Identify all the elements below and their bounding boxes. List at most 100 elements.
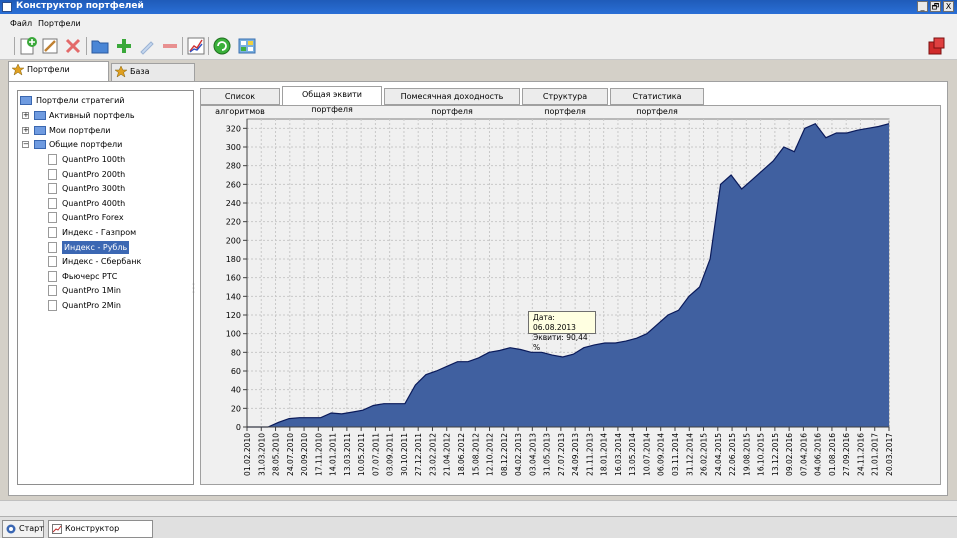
tree-group-label: Мои портфели	[49, 126, 111, 135]
x-tick-label: 04.06.2016	[814, 433, 823, 476]
document-icon	[48, 256, 57, 268]
x-tick-label: 19.08.2015	[742, 433, 751, 476]
equity-area	[247, 123, 889, 427]
y-tick-label: 80	[231, 348, 241, 357]
calculator-icon[interactable]	[237, 36, 257, 56]
x-tick-label: 22.06.2015	[728, 433, 737, 476]
tree-item-label: QuantPro 2Min	[62, 301, 121, 310]
exit-icon[interactable]	[926, 36, 946, 56]
menu-portfolios[interactable]: Портфели	[38, 19, 81, 28]
x-tick-label: 24.09.2013	[571, 433, 580, 476]
y-tick-label: 100	[226, 330, 241, 339]
x-tick-label: 03.09.2011	[386, 433, 395, 476]
add-icon[interactable]	[114, 36, 134, 56]
expand-icon[interactable]: +	[22, 126, 29, 134]
start-button[interactable]: Старт	[2, 520, 44, 538]
delete-icon[interactable]	[63, 36, 83, 56]
tree-group-label: Общие портфели	[49, 140, 123, 149]
folder-icon	[34, 126, 46, 135]
x-tick-label: 27.09.2016	[842, 433, 851, 476]
x-tick-label: 15.08.2012	[471, 433, 480, 476]
x-tick-label: 03.11.2014	[671, 433, 680, 476]
toolbar-separator	[208, 37, 209, 55]
y-tick-label: 320	[226, 124, 241, 133]
tab-strategy-portfolios[interactable]: Портфели стратегий	[8, 61, 109, 90]
tab-algorithm-base[interactable]: База алгоритмов	[111, 63, 195, 92]
y-tick-label: 280	[226, 162, 241, 171]
portfolio-tree: Портфели стратегий + Активный портфель +…	[17, 90, 194, 485]
new-portfolio-icon[interactable]	[18, 36, 38, 56]
y-tick-label: 260	[226, 180, 241, 189]
equity-chart-svg: 0 20 40 60 80 100 120 140 160 180 200 220 240 260 280 3…	[226, 118, 894, 476]
menu-file[interactable]: Файл	[10, 19, 33, 28]
title-bar: Конструктор портфелей _ 🗗 X	[0, 0, 957, 14]
tab-algorithm-list[interactable]: Список алгоритмов	[200, 88, 280, 116]
x-tick-label: 10.05.2011	[357, 433, 366, 476]
document-icon	[48, 227, 57, 238]
menu-bar: Файл Портфели	[0, 14, 957, 32]
y-tick-label: 160	[226, 274, 241, 283]
x-tick-label: 18.01.2014	[600, 433, 609, 476]
x-tick-label: 01.02.2010	[243, 433, 252, 476]
y-tick-label: 60	[231, 367, 241, 376]
remove-icon[interactable]	[160, 36, 180, 56]
x-tick-label: 01.08.2016	[828, 433, 837, 476]
toolbar-separator	[182, 37, 183, 55]
x-tick-label: 07.04.2016	[799, 433, 808, 476]
edit-icon[interactable]	[40, 36, 60, 56]
start-icon	[6, 524, 16, 534]
splitter-handle[interactable]	[192, 282, 195, 294]
x-tick-label: 13.12.2015	[771, 433, 780, 476]
refresh-icon[interactable]	[212, 36, 232, 56]
pencil-icon[interactable]	[137, 36, 157, 56]
chart-tooltip: Дата: 06.08.2013 Эквити: 90,44 %	[528, 311, 596, 352]
task-window-button[interactable]: Конструктор портфелей	[48, 520, 153, 538]
close-button[interactable]: X	[943, 1, 954, 12]
minimize-button[interactable]: _	[917, 1, 928, 12]
tree-group-label: Активный портфель	[49, 111, 135, 120]
y-tick-label: 220	[226, 218, 241, 227]
tree-item-label: QuantPro 100th	[62, 155, 126, 164]
y-tick-label: 20	[231, 404, 241, 413]
y-tick-label: 240	[226, 199, 241, 208]
x-tick-label: 16.10.2015	[757, 433, 766, 476]
x-tick-label: 17.11.2010	[314, 433, 323, 476]
tab-portfolio-structure[interactable]: Структура портфеля	[522, 88, 608, 116]
toolbar-separator	[14, 37, 15, 55]
x-tick-label: 28.05.2010	[272, 433, 281, 476]
x-tick-label: 07.07.2011	[371, 433, 380, 476]
document-icon	[48, 241, 57, 253]
tree-root-label: Портфели стратегий	[36, 96, 125, 105]
restore-button[interactable]: 🗗	[930, 1, 941, 12]
document-icon	[48, 285, 57, 297]
status-bar	[0, 500, 957, 516]
expand-icon[interactable]: +	[22, 111, 29, 119]
tab-portfolio-equity[interactable]: Общая эквити портфеля	[282, 86, 382, 114]
tree-item-label: Индекс - Сбербанк	[62, 257, 142, 267]
document-icon	[48, 212, 57, 224]
x-tick-label: 27.07.2013	[557, 433, 566, 476]
x-tick-label: 09.02.2016	[785, 433, 794, 476]
equity-chart-icon[interactable]	[186, 36, 206, 56]
folder-icon	[34, 111, 46, 120]
y-tick-label: 120	[226, 311, 241, 320]
x-tick-label: 04.02.2013	[514, 433, 523, 476]
x-tick-label: 12.10.2012	[486, 433, 495, 476]
y-tick-label: 140	[226, 292, 241, 301]
tree-item-label: QuantPro 1Min	[62, 286, 121, 296]
y-tick-label: 0	[236, 423, 241, 432]
x-tick-label: 21.01.2017	[871, 433, 880, 476]
star-icon	[115, 66, 127, 78]
tab-portfolio-stats[interactable]: Статистика портфеля	[610, 88, 704, 116]
folder-icon[interactable]	[90, 36, 110, 56]
document-icon	[48, 154, 57, 165]
x-tick-label: 06.09.2014	[657, 433, 666, 476]
tab-monthly-returns[interactable]: Помесячная доходность портфеля	[384, 88, 520, 116]
collapse-icon[interactable]: −	[22, 140, 29, 148]
x-tick-label: 13.03.2011	[343, 433, 352, 476]
document-icon	[48, 270, 57, 282]
toolbar-separator	[86, 37, 87, 55]
tooltip-equity: Эквити: 90,44 %	[533, 333, 588, 352]
folder-icon	[34, 140, 46, 149]
x-tick-label: 16.03.2014	[614, 433, 623, 476]
